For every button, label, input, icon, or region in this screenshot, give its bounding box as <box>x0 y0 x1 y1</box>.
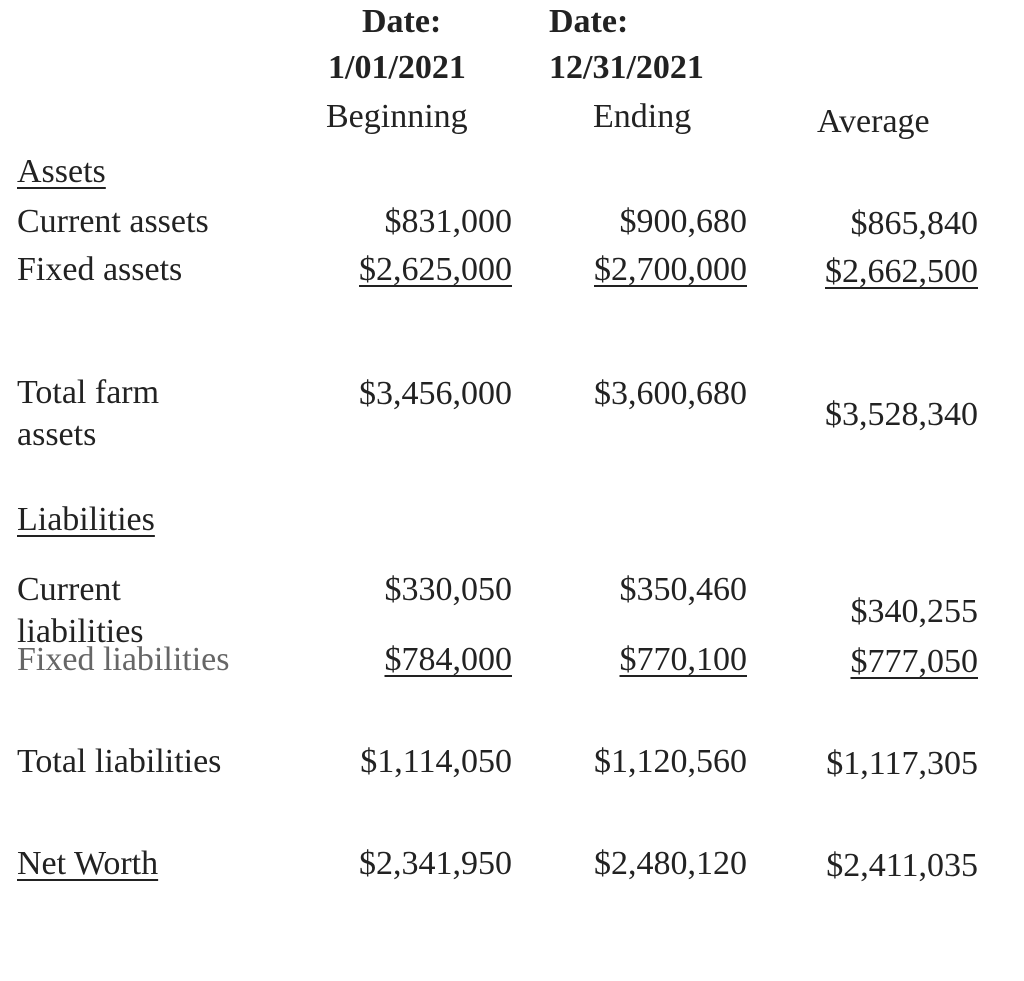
row-label: Current assets <box>17 203 209 240</box>
cell-value: $784,000 <box>384 641 513 678</box>
cell-value: $340,255 <box>850 593 979 630</box>
column-label: Average <box>817 103 930 140</box>
date: 12/31/2021 <box>549 49 704 86</box>
cell-value: $330,050 <box>384 571 513 608</box>
row-label: Total farm assets <box>17 374 160 453</box>
date-label: Date: <box>362 3 442 40</box>
cell-value: $831,000 <box>384 203 513 240</box>
date: 1/01/2021 <box>328 49 466 86</box>
cell-value: $1,114,050 <box>360 743 512 780</box>
row-label: Fixed assets <box>17 251 183 288</box>
row-label: Current liabilities <box>17 571 144 650</box>
cell-value: $1,117,305 <box>826 745 978 782</box>
cell-value: $1,120,560 <box>594 743 747 780</box>
section-heading: Assets <box>17 153 106 190</box>
cell-value: $350,460 <box>619 571 748 608</box>
cell-value: $2,625,000 <box>359 251 512 288</box>
cell-value: $2,480,120 <box>594 845 747 882</box>
cell-value: $2,341,950 <box>359 845 512 882</box>
cell-value: $2,411,035 <box>826 847 978 884</box>
cell-value: $865,840 <box>850 205 979 242</box>
cell-value: $777,050 <box>850 643 979 680</box>
cell-value: $3,456,000 <box>359 375 512 412</box>
cell-value: $2,700,000 <box>594 251 747 288</box>
cell-value: $3,600,680 <box>594 375 747 412</box>
cell-value: $3,528,340 <box>825 396 978 433</box>
cell-value: $770,100 <box>619 641 748 678</box>
row-label: Total liabilities <box>17 743 222 780</box>
row-label: Fixed liabilities <box>17 641 230 678</box>
cell-value: $2,662,500 <box>825 253 978 290</box>
cell-value: $900,680 <box>619 203 748 240</box>
column-label: Beginning <box>326 98 468 135</box>
section-heading: Liabilities <box>17 501 155 538</box>
column-label: Ending <box>593 98 692 135</box>
date-label: Date: <box>549 3 629 40</box>
section-heading: Net Worth <box>17 845 159 882</box>
